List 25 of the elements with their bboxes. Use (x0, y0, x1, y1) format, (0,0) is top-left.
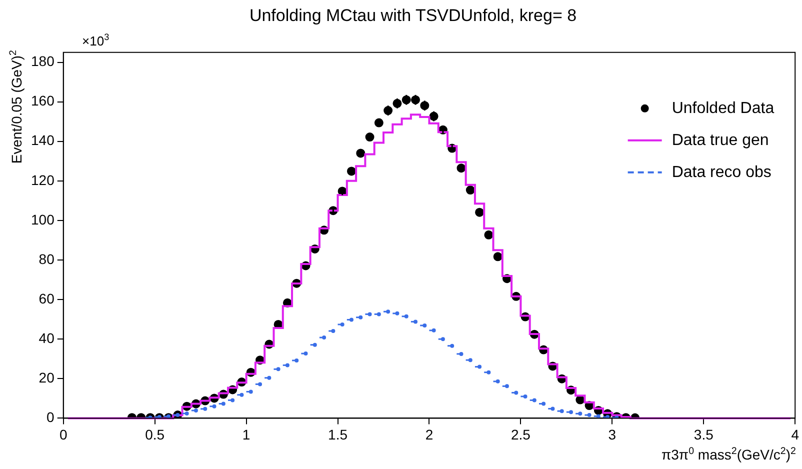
x-axis-title: π3π$^{0}$ mass$^{2}$(GeV/c$^{2}$)$^{2}$ (661, 446, 796, 463)
x-tick-label: 1.5 (328, 426, 348, 442)
legend-label: Data reco obs (672, 164, 772, 181)
x-tick-label: 3.5 (694, 426, 714, 442)
y-tick-label: 80 (38, 250, 55, 267)
x-tick-label: 1 (242, 426, 250, 442)
x-tick-label: 3 (608, 426, 616, 442)
x-tick-label: 4 (791, 426, 800, 442)
y-tick-label: 140 (31, 132, 55, 148)
x-tick-label: 0.5 (145, 426, 165, 442)
x-tick-label: 0 (59, 426, 68, 442)
x-tick-label: 2 (425, 426, 434, 442)
legend-label: Unfolded Data (672, 100, 774, 117)
y-tick-label: 120 (31, 172, 55, 188)
chart-title: Unfolding MCtau with TSVDUnfold, kreg= 8 (249, 6, 577, 25)
y-tick-label: 180 (31, 53, 55, 70)
y-tick-label: 60 (38, 290, 55, 306)
x-tick-label: 2.5 (510, 426, 531, 442)
legend-label: Data true gen (672, 132, 769, 149)
y-tick-label: 20 (38, 370, 55, 386)
y-tick-label: 40 (38, 330, 55, 346)
y-tick-label: 160 (31, 92, 55, 109)
text: ×10$^{3}$ (82, 32, 110, 48)
y-tick-label: 0 (46, 409, 55, 426)
y-tick-label: 100 (31, 211, 55, 228)
